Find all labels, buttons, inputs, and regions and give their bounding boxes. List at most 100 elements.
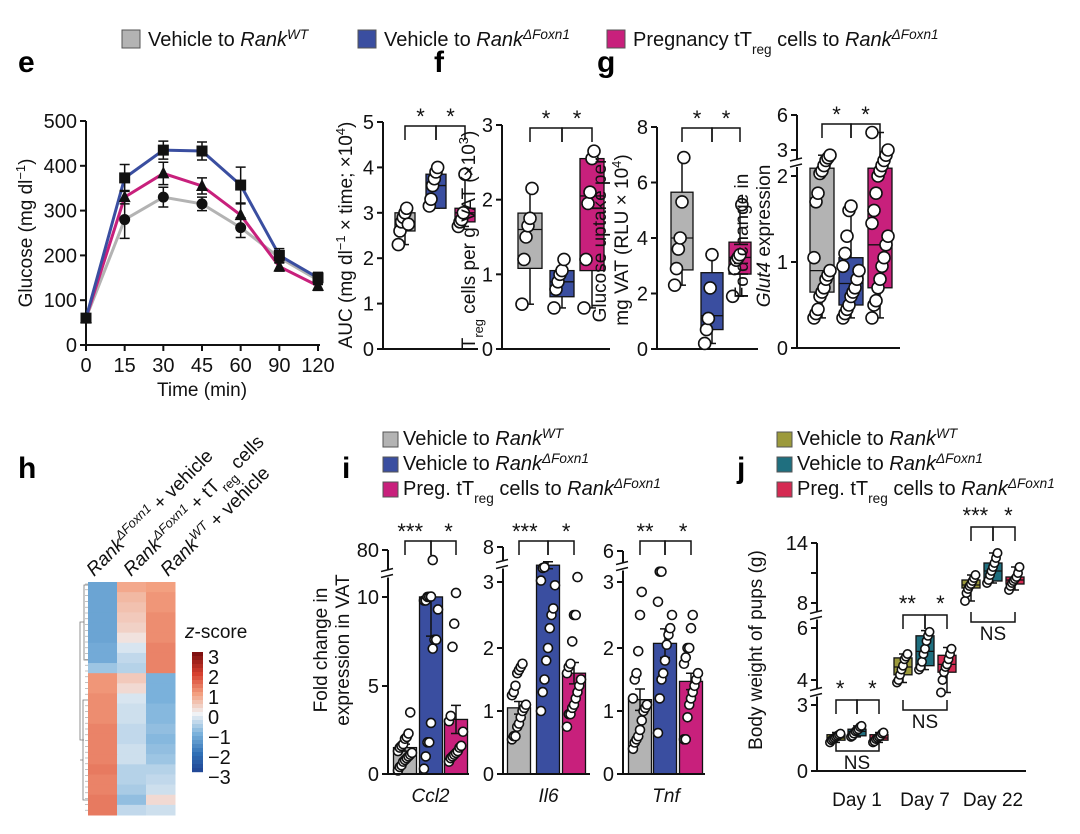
data-point [919, 643, 930, 654]
colorbar-segment [192, 704, 203, 709]
data-point [555, 263, 569, 278]
colorbar-segment [192, 764, 203, 769]
label-segment: Rank [889, 428, 937, 450]
data-point [542, 642, 554, 654]
y-tick-label: 1 [777, 252, 788, 274]
data-point [667, 278, 682, 292]
heatmap-cell [146, 784, 176, 796]
label-segment: Preg. tT [797, 478, 868, 500]
data-point [869, 186, 883, 200]
y-tick-label: 2 [363, 248, 374, 270]
label-segment: Glut4 [754, 262, 775, 307]
label-segment: −1 [333, 235, 348, 250]
label-segment: AUC (mg dl [336, 250, 357, 348]
y-tick-label: 0 [368, 764, 379, 786]
data-point [520, 699, 532, 711]
heatmap-cell [146, 592, 176, 603]
y-tick-label: 3 [483, 572, 494, 594]
x-category-label: Ccl2 [411, 786, 449, 807]
data-point [844, 199, 858, 213]
label-segment: ΔFoxn1 [891, 27, 939, 42]
label-segment: Rank [845, 29, 893, 51]
axis-break-mark [809, 686, 823, 692]
data-point [517, 658, 528, 670]
heatmap-cell [117, 683, 147, 694]
label-segment: WT [287, 27, 310, 42]
data-point [902, 648, 913, 659]
heatmap-cell [146, 713, 176, 725]
data-point [425, 591, 437, 602]
label-segment: ) [336, 122, 357, 128]
label-segment: z [184, 622, 195, 643]
panel-letter-j: j [736, 452, 745, 485]
ns-label: NS [844, 753, 870, 774]
data-point [634, 724, 646, 736]
data-point [427, 554, 439, 566]
colorbar-segment [192, 672, 203, 677]
legend-swatch [382, 431, 399, 448]
label-segment: Vehicle to [797, 453, 889, 475]
data-point [572, 571, 583, 583]
label-segment: reg [474, 491, 494, 506]
data-point [547, 603, 559, 614]
heatmap-cell [88, 744, 118, 755]
data-point [549, 579, 561, 591]
y-tick-label: 2 [482, 190, 493, 212]
y-axis-label: Glut4 expression [754, 165, 775, 308]
data-point [458, 167, 472, 182]
data-point [517, 252, 531, 267]
heatmap-cell [88, 602, 118, 613]
colorbar-segment [192, 724, 203, 729]
significance-bracket [924, 614, 948, 629]
legend_top: Vehicle to RankWT Vehicle to RankΔFoxn1 Pr… [121, 27, 939, 57]
y-tick-label: 6 [797, 618, 808, 640]
y-tick-label: 2 [483, 638, 494, 660]
label-segment: Rank [495, 428, 543, 450]
heatmap-cell [146, 774, 176, 786]
data-point [992, 547, 1003, 558]
data-point [873, 272, 887, 287]
y-tick-label: 200 [44, 245, 77, 267]
colorbar-segment [192, 712, 203, 717]
x-tick-label: 0 [80, 355, 91, 377]
data-point [703, 281, 717, 295]
label-segment: T [459, 337, 480, 349]
heatmap-cell [88, 582, 118, 593]
data-point [399, 201, 414, 216]
box [579, 157, 605, 272]
y-tick-label: 3 [363, 203, 374, 225]
colorbar-segment [192, 652, 203, 657]
data-point [673, 231, 687, 245]
legend-label: Pregnancy tTreg cells to RankΔFoxn1 [633, 27, 939, 57]
label-segment: ΔFoxn1 [522, 27, 570, 42]
data-point [403, 728, 414, 739]
y-tick-label: 3 [797, 695, 808, 717]
marker-triangle [196, 178, 208, 191]
data-point [654, 693, 666, 704]
data-point [406, 747, 418, 759]
y-tick-label: 300 [44, 201, 77, 223]
significance-label: *** [397, 519, 423, 544]
data-point [1014, 561, 1025, 572]
ns-label: NS [912, 712, 938, 733]
data-point [680, 734, 692, 745]
axis-break-gap [499, 560, 507, 569]
legend-label: Vehicle to RankΔFoxn1 [384, 27, 570, 52]
significance-bracket [711, 127, 741, 142]
significance-label: * [562, 519, 571, 544]
data-point [856, 720, 867, 731]
legend-swatch [121, 29, 141, 49]
axis-break-gap [813, 611, 821, 620]
marker-triangle [234, 208, 247, 221]
legend-swatch [776, 431, 793, 448]
label-segment: mg VAT (RLU × 10 [612, 168, 633, 326]
colorbar-segment [192, 688, 203, 693]
ns-bracket [902, 700, 948, 711]
heatmap-cell [117, 754, 147, 765]
data-point [656, 566, 667, 577]
marker-square [119, 172, 131, 184]
y-axis-label: Fold change in [311, 588, 332, 713]
data-point [699, 322, 714, 337]
